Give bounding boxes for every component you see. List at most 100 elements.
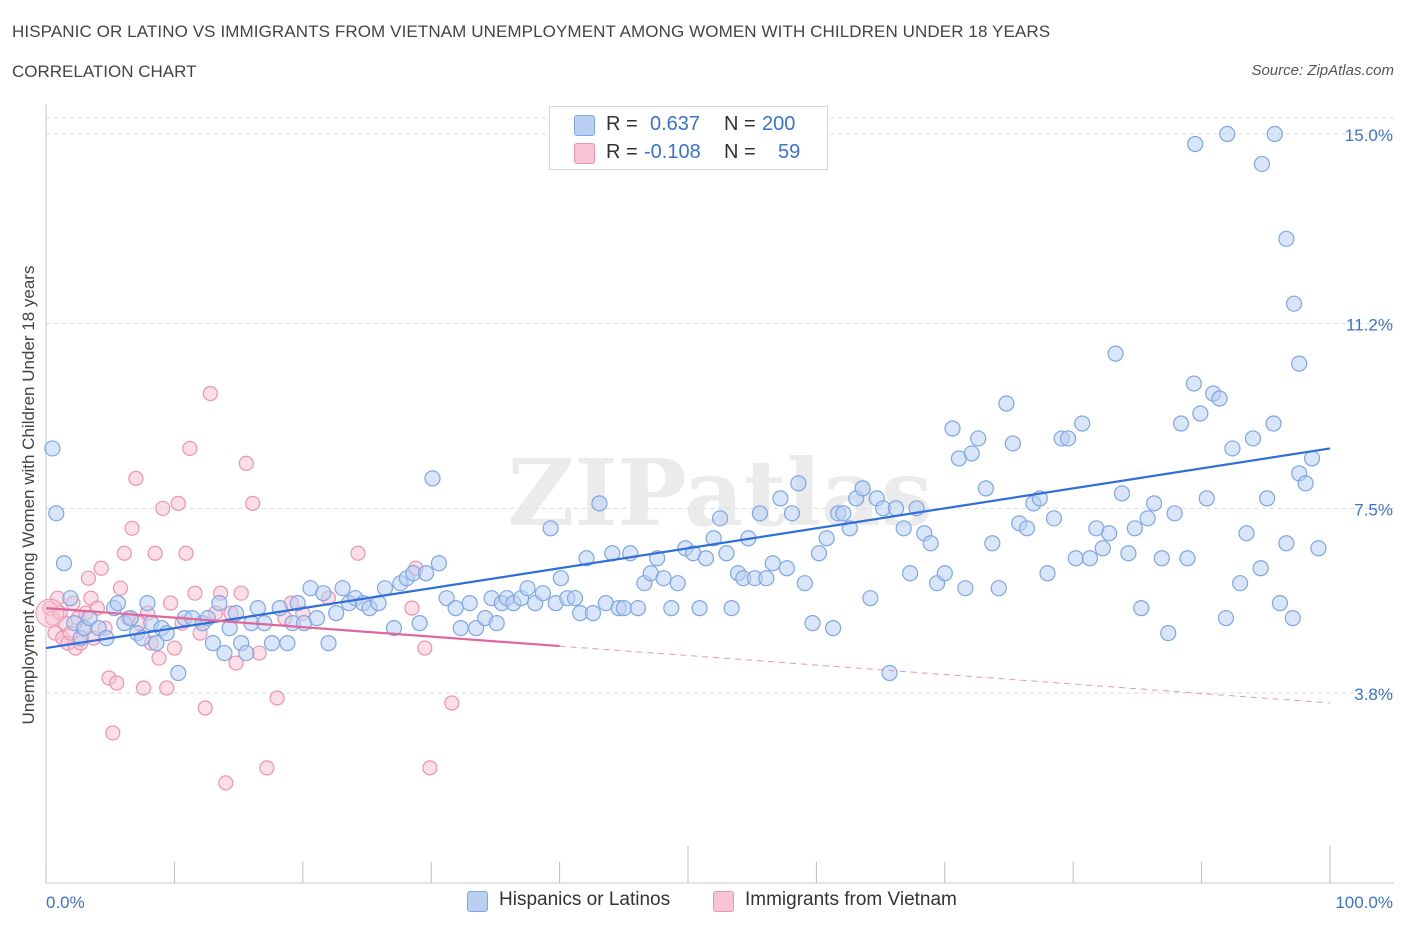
data-point-hispanic [411,615,428,632]
data-point-hispanic [1310,540,1327,557]
data-point-vietnam [147,545,163,561]
data-point-hispanic [1297,475,1314,492]
data-point-hispanic [461,595,478,612]
data-point-hispanic [1074,415,1091,432]
data-point-hispanic [1101,525,1118,542]
data-point-hispanic [1166,505,1183,522]
data-point-hispanic [238,644,255,662]
data-point-hispanic [1271,595,1289,612]
data-point-hispanic [1113,485,1131,502]
data-point-hispanic [796,575,813,592]
data-point-vietnam [135,680,152,696]
source-note: Source: ZipAtlas.com [1251,62,1394,79]
data-point-hispanic [308,610,326,627]
bottom-legend-swatch-pink [713,891,734,912]
data-point-hispanic [44,440,61,457]
data-point-hispanic [990,580,1007,597]
data-point-hispanic [1120,545,1137,562]
data-point-hispanic [1179,550,1196,567]
data-point-hispanic [1253,155,1271,173]
data-point-hispanic [1303,450,1321,467]
data-point-hispanic [1224,440,1241,457]
data-point-hispanic [922,535,939,552]
data-point-vietnam [422,760,438,776]
legend-n-label: N = [724,113,756,135]
data-point-vietnam [417,640,433,656]
data-point-hispanic [534,585,552,602]
data-point-hispanic [1198,490,1215,507]
data-point-vietnam [35,598,65,628]
data-point-hispanic [1258,490,1276,507]
legend-n-value: 200 [762,113,796,135]
data-point-vietnam [202,385,218,402]
data-point-vietnam [350,545,366,561]
data-point-hispanic [615,600,632,617]
legend-r-value: -0.108 [644,141,701,163]
data-point-hispanic [1238,525,1255,542]
data-point-vietnam [218,775,234,791]
data-point-hispanic [705,530,722,547]
data-point-hispanic [1018,520,1036,537]
data-point-hispanic [1172,415,1190,432]
data-point-hispanic [417,565,435,582]
data-point-hispanic [758,570,775,587]
data-point-hispanic [718,545,735,562]
data-point-hispanic [1153,550,1170,567]
data-point-hispanic [854,480,871,497]
bottom-legend-label: Immigrants from Vietnam [745,889,957,910]
data-point-hispanic [376,580,394,597]
data-point-vietnam [93,560,109,576]
data-point-hispanic [1232,575,1249,592]
data-point-hispanic [1139,510,1156,527]
data-point-hispanic [263,634,281,652]
data-point-hispanic [936,565,953,582]
data-point-hispanic [1081,550,1098,567]
data-point-hispanic [835,505,852,522]
data-point-hispanic [1107,345,1124,362]
data-point-hispanic [691,600,708,617]
trend-line-vietnam [45,607,560,648]
data-point-vietnam [233,585,249,601]
data-point-hispanic [1192,405,1209,422]
data-point-hispanic [1133,600,1150,617]
data-point-hispanic [895,520,912,537]
y-tick-label: 3.8% [1354,685,1393,704]
chart-subtitle: CORRELATION CHART [12,62,197,81]
data-point-hispanic [385,620,403,637]
x-tick-label: 0.0% [46,893,85,912]
data-point-vietnam [162,595,179,611]
data-point-hispanic [578,550,595,567]
data-point-hispanic [1252,560,1269,577]
data-point-hispanic [552,570,569,587]
data-point-vietnam [155,500,171,516]
data-point-hispanic [697,550,715,567]
data-point-hispanic [655,570,672,587]
data-point-hispanic [1278,535,1295,552]
data-point-vietnam [170,495,186,511]
data-point-hispanic [711,510,729,527]
data-point-hispanic [1187,135,1204,153]
data-point-hispanic [320,634,337,652]
data-point-vietnam [238,455,254,472]
legend-n-value: 59 [778,141,801,163]
data-point-hispanic [984,535,1001,552]
data-point-hispanic [764,555,781,572]
data-point-hispanic [430,555,448,572]
data-point-vietnam [128,470,144,486]
data-point-hispanic [944,420,961,437]
data-point-vietnam [105,725,121,741]
data-point-vietnam [116,545,132,561]
data-point-hispanic [328,605,345,622]
data-point-hispanic [963,445,980,462]
data-point-hispanic [122,610,139,627]
data-point-vietnam [444,695,460,711]
data-point-vietnam [259,760,275,776]
data-point-hispanic [584,605,602,622]
data-point-hispanic [663,600,680,617]
stats-legend: R = 0.637 N = 200 R = -0.108 N = 59 [549,106,828,170]
data-point-hispanic [977,480,994,497]
data-point-vietnam [80,570,96,586]
data-point-hispanic [1219,125,1236,143]
x-tick-label: 100.0% [1335,893,1393,912]
data-point-hispanic [810,545,828,562]
